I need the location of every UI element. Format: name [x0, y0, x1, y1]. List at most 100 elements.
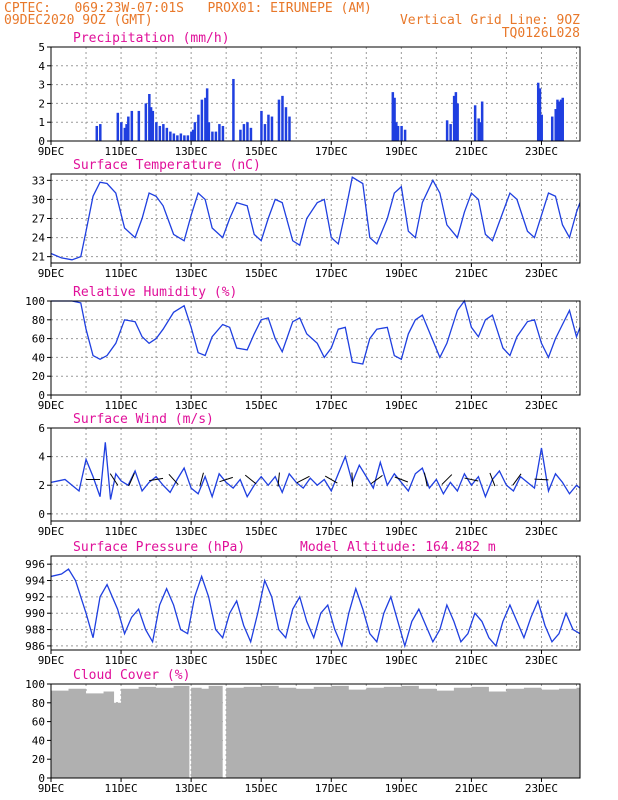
x-tick-label: 9DEC [38, 654, 65, 667]
panel-title: Cloud Cover (%) [73, 668, 190, 683]
precip-bar [480, 101, 484, 141]
precip-bar [218, 124, 221, 141]
panel-frame [50, 300, 581, 396]
y-tick-label: 100 [25, 678, 45, 691]
y-tick-label: 994 [25, 575, 45, 588]
precip-bar [393, 97, 396, 141]
wind-arrow [324, 475, 338, 484]
precip-bar [277, 99, 281, 141]
y-tick-label: 0 [38, 772, 45, 785]
panel-frame [50, 683, 581, 779]
x-tick-label: 9DEC [38, 782, 65, 795]
y-tick-label: 100 [25, 295, 45, 308]
x-tick-label: 23DEC [525, 145, 558, 158]
precip-bar [554, 109, 557, 141]
x-tick-label: 13DEC [175, 267, 208, 280]
precip-bar [165, 127, 169, 141]
wind-arrow [244, 474, 257, 485]
precip-bar [396, 125, 400, 141]
wind-arrow [109, 473, 119, 486]
panel-title: Surface Pressure (hPa) [73, 540, 245, 555]
y-tick-label: 992 [25, 591, 45, 604]
x-tick-label: 13DEC [175, 654, 208, 667]
y-tick-label: 2 [38, 97, 45, 110]
wind-arrow [394, 476, 409, 483]
precip-bar [400, 125, 403, 141]
wind-arrow [351, 472, 354, 487]
precip-bar [95, 125, 99, 141]
x-tick-label: 13DEC [175, 525, 208, 538]
precip-bar [183, 135, 186, 141]
header-line-2-right: Vertical Grid Line: 9OZ [399, 13, 580, 28]
precip-bar [172, 133, 176, 141]
x-tick-label: 17DEC [315, 782, 348, 795]
precip-bar [479, 122, 482, 141]
y-tick-label: 986 [25, 640, 45, 653]
wind-arrow [296, 475, 310, 484]
y-tick-label: 27 [32, 213, 45, 226]
x-tick-label: 19DEC [385, 267, 418, 280]
precip-bar [169, 131, 172, 141]
y-tick-label: 2 [38, 479, 45, 492]
precip-bar [445, 120, 449, 141]
precip-bar [540, 114, 543, 141]
x-tick-label: 23DEC [525, 399, 558, 412]
precip-bar [477, 118, 480, 141]
x-tick-label: 19DEC [385, 145, 418, 158]
panel-frame [50, 173, 581, 264]
y-tick-label: 40 [32, 734, 45, 747]
x-tick-label: 19DEC [385, 654, 418, 667]
wind-arrow [441, 474, 453, 485]
precip-bar [179, 133, 183, 141]
wind-arrow [423, 472, 428, 487]
x-tick-label: 15DEC [245, 399, 278, 412]
precip-bar [536, 82, 540, 141]
cloud-cover-area [51, 685, 580, 778]
precip-bar [249, 127, 253, 141]
panel-frame [50, 46, 581, 142]
panel-title: Surface Wind (m/s) [73, 412, 214, 427]
x-tick-label: 21DEC [455, 654, 488, 667]
panel-title: Relative Humidity (%) [73, 285, 237, 300]
precip-bar [176, 135, 179, 141]
wind-arrow [128, 472, 135, 487]
y-tick-label: 0 [38, 389, 45, 402]
precip-bar [559, 99, 563, 141]
precip-bar [205, 88, 209, 141]
wind-arrow [370, 474, 383, 485]
precip-bar [260, 110, 263, 141]
series-line [50, 176, 581, 261]
wind-arrow [464, 477, 479, 482]
precip-bar [454, 92, 458, 141]
precip-bar [473, 105, 477, 141]
y-tick-label: 20 [32, 370, 45, 383]
header-line-2-left: 09DEC2020 9OZ (GMT) [4, 13, 153, 28]
precip-bar [232, 78, 235, 141]
precip-bar [557, 101, 561, 141]
x-tick-label: 15DEC [245, 782, 278, 795]
y-tick-label: 0 [38, 135, 45, 148]
precip-bar [391, 92, 395, 141]
wind-arrow [149, 477, 164, 482]
precip-bar [148, 94, 151, 141]
x-tick-label: 13DEC [175, 399, 208, 412]
precip-bar [130, 110, 134, 141]
precip-bar [204, 97, 207, 141]
precip-bar [137, 110, 141, 141]
x-tick-label: 21DEC [455, 525, 488, 538]
x-tick-label: 11DEC [105, 782, 138, 795]
x-tick-label: 23DEC [525, 525, 558, 538]
precip-bar [270, 116, 274, 141]
precip-bar [214, 131, 218, 141]
x-tick-label: 11DEC [105, 399, 138, 412]
precip-bar [149, 107, 153, 141]
y-tick-label: 20 [32, 753, 45, 766]
x-tick-label: 23DEC [525, 782, 558, 795]
precip-bar [556, 99, 559, 141]
x-tick-label: 13DEC [175, 782, 208, 795]
precip-bar [200, 99, 204, 141]
x-tick-label: 17DEC [315, 654, 348, 667]
x-tick-label: 23DEC [525, 654, 558, 667]
x-tick-label: 17DEC [315, 399, 348, 412]
